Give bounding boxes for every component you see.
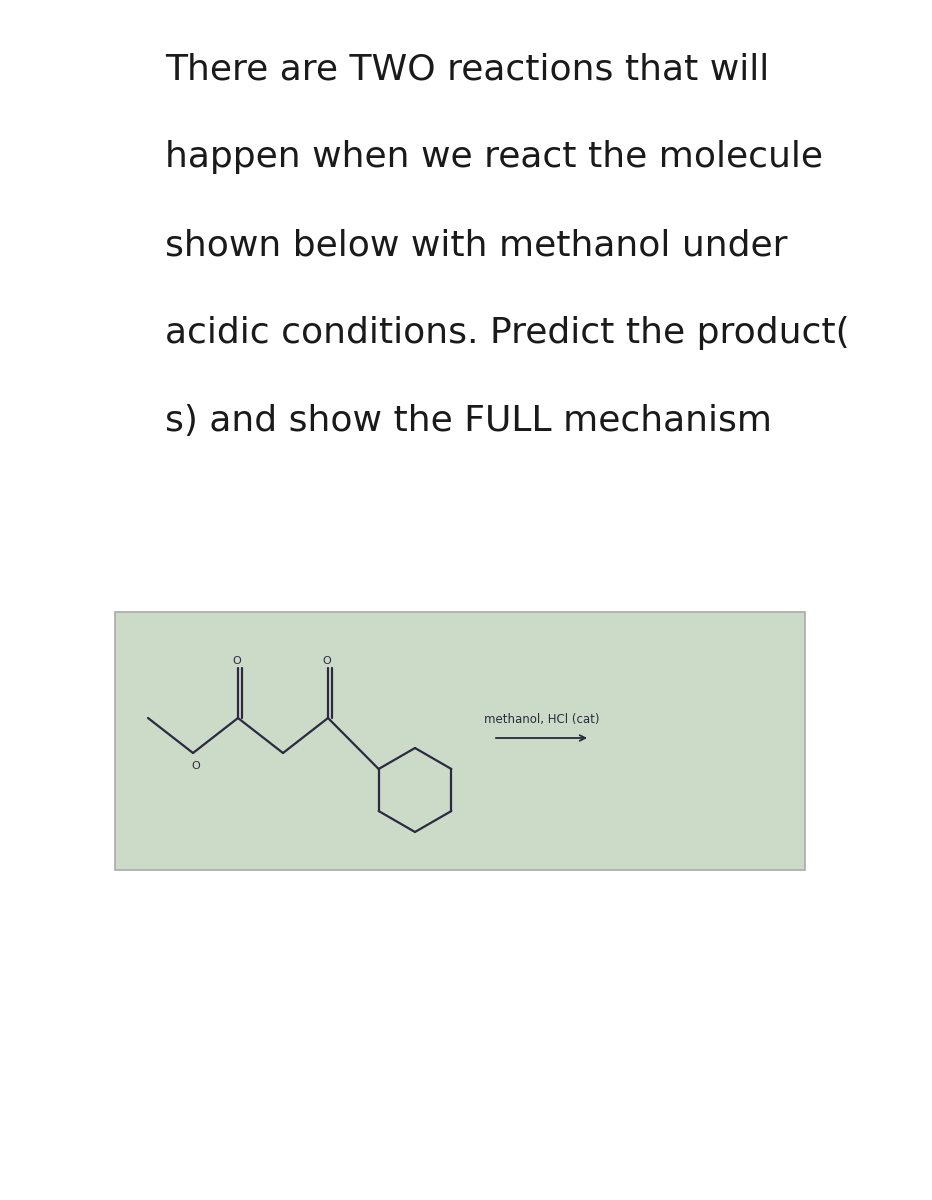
Text: O: O (322, 656, 332, 666)
Text: happen when we react the molecule: happen when we react the molecule (165, 140, 823, 174)
Text: There are TWO reactions that will: There are TWO reactions that will (165, 52, 769, 86)
Text: acidic conditions. Predict the product(: acidic conditions. Predict the product( (165, 316, 850, 350)
Text: s) and show the FULL mechanism: s) and show the FULL mechanism (165, 404, 772, 438)
Bar (115, 612, 805, 870)
Text: shown below with methanol under: shown below with methanol under (165, 228, 788, 262)
Text: O: O (192, 761, 200, 770)
Text: O: O (233, 656, 241, 666)
Text: methanol, HCl (cat): methanol, HCl (cat) (484, 713, 599, 726)
